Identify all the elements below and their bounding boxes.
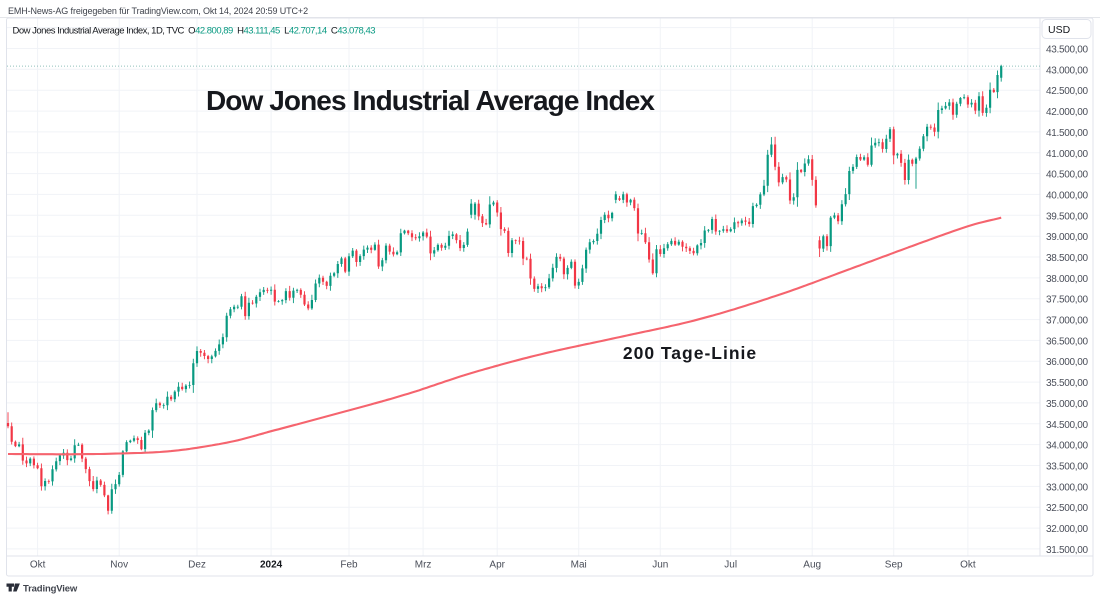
svg-text:Apr: Apr (489, 560, 505, 571)
svg-text:39.000,00: 39.000,00 (1046, 232, 1089, 243)
svg-text:34.500,00: 34.500,00 (1046, 420, 1089, 431)
svg-text:200 Tage-Linie: 200 Tage-Linie (623, 343, 757, 363)
svg-text:36.500,00: 36.500,00 (1046, 336, 1089, 347)
svg-text:Mrz: Mrz (415, 560, 432, 571)
svg-text:42.000,00: 42.000,00 (1046, 107, 1089, 118)
svg-text:Dez: Dez (188, 560, 206, 571)
svg-text:33.500,00: 33.500,00 (1046, 462, 1089, 473)
svg-text:35.000,00: 35.000,00 (1046, 399, 1089, 410)
svg-text:33.000,00: 33.000,00 (1046, 482, 1089, 493)
svg-text:EMH-News-AG freigegeben für Tr: EMH-News-AG freigegeben für TradingView.… (8, 6, 308, 16)
svg-text:41.500,00: 41.500,00 (1046, 128, 1089, 139)
svg-text:Dow Jones Industrial Average I: Dow Jones Industrial Average Index, 1D, … (13, 26, 376, 37)
svg-text:43.000,00: 43.000,00 (1046, 65, 1089, 76)
svg-text:Feb: Feb (340, 560, 358, 571)
svg-text:38.000,00: 38.000,00 (1046, 274, 1089, 285)
svg-text:Sep: Sep (885, 560, 903, 571)
svg-text:40.000,00: 40.000,00 (1046, 190, 1089, 201)
svg-text:37.000,00: 37.000,00 (1046, 316, 1089, 327)
svg-text:37.500,00: 37.500,00 (1046, 295, 1089, 306)
svg-text:38.500,00: 38.500,00 (1046, 253, 1089, 264)
svg-text:Jun: Jun (652, 560, 668, 571)
svg-text:2024: 2024 (260, 560, 283, 571)
svg-text:Nov: Nov (110, 560, 128, 571)
svg-text:36.000,00: 36.000,00 (1046, 357, 1089, 368)
svg-text:31.500,00: 31.500,00 (1046, 545, 1089, 556)
svg-text:Dow Jones Industrial Average I: Dow Jones Industrial Average Index (206, 85, 655, 116)
svg-text:USD: USD (1048, 24, 1071, 36)
svg-text:32.500,00: 32.500,00 (1046, 503, 1089, 514)
svg-text:35.500,00: 35.500,00 (1046, 378, 1089, 389)
svg-text:39.500,00: 39.500,00 (1046, 211, 1089, 222)
svg-text:Jul: Jul (724, 560, 737, 571)
svg-text:Okt: Okt (960, 560, 976, 571)
svg-text:Aug: Aug (803, 560, 821, 571)
svg-text:32.000,00: 32.000,00 (1046, 524, 1089, 535)
svg-text:41.000,00: 41.000,00 (1046, 149, 1089, 160)
svg-text:TradingView: TradingView (23, 584, 78, 595)
svg-text:Mai: Mai (571, 560, 587, 571)
svg-text:43.500,00: 43.500,00 (1046, 45, 1089, 56)
svg-text:42.500,00: 42.500,00 (1046, 86, 1089, 97)
svg-text:34.000,00: 34.000,00 (1046, 441, 1089, 452)
svg-text:40.500,00: 40.500,00 (1046, 170, 1089, 181)
svg-text:Okt: Okt (30, 560, 46, 571)
